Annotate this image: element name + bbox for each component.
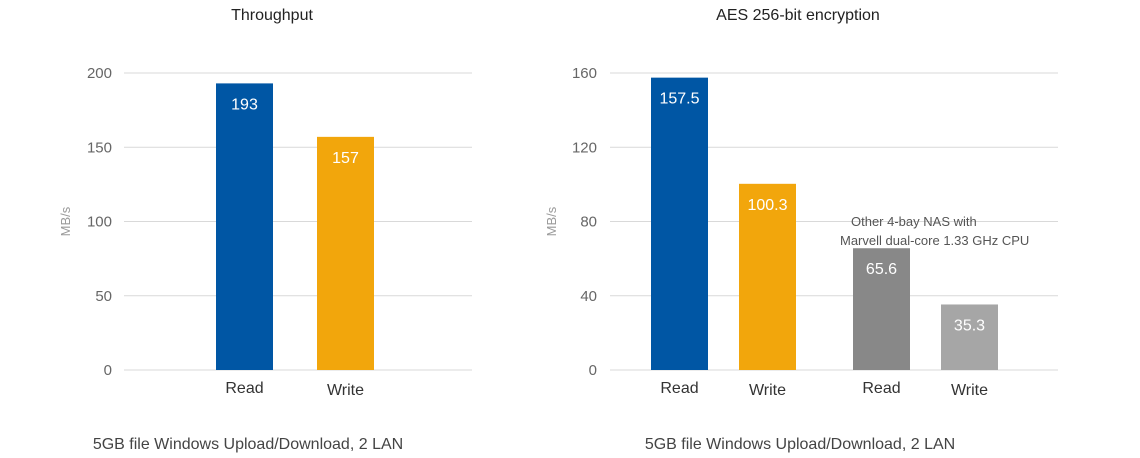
y-tick-label: 100	[87, 214, 112, 231]
bar	[651, 77, 708, 370]
y-tick-label: 0	[589, 362, 597, 379]
x-tick-label: Write	[327, 382, 364, 399]
x-tick-label: Read	[862, 380, 900, 397]
y-tick-label: 150	[87, 139, 112, 156]
y-tick-label: 50	[95, 288, 112, 305]
bar	[739, 183, 796, 370]
y-tick-label: 40	[580, 288, 597, 305]
annotation-text: Marvell dual-core 1.33 GHz CPU	[840, 233, 1029, 248]
x-tick-label: Write	[951, 382, 988, 399]
data-label: 157	[332, 150, 359, 167]
x-tick-label: Read	[225, 380, 263, 397]
bar	[941, 304, 998, 370]
x-tick-label: Read	[660, 380, 698, 397]
chart-title: AES 256-bit encryption	[716, 7, 880, 24]
annotation-text: Other 4-bay NAS with	[851, 214, 977, 229]
chart-caption: 5GB file Windows Upload/Download, 2 LAN	[645, 436, 955, 453]
y-tick-label: 120	[572, 139, 597, 156]
chart-2: AES 256-bit encryption 0 40 80 120 160 MB/s 157…	[544, 7, 1058, 453]
bar	[317, 136, 374, 370]
chart-1: Throughput 0 50 100 150 200 MB/s 193 Read 157 Writ…	[58, 7, 472, 453]
chart-caption: 5GB file Windows Upload/Download, 2 LAN	[93, 436, 403, 453]
y-tick-label: 160	[572, 65, 597, 82]
y-axis-label: MB/s	[58, 206, 73, 236]
y-tick-label: 200	[87, 65, 112, 82]
bar	[853, 248, 910, 370]
data-label: 100.3	[747, 197, 787, 214]
data-label: 157.5	[659, 91, 699, 108]
data-label: 193	[231, 96, 258, 113]
y-tick-label: 80	[580, 214, 597, 231]
x-tick-label: Write	[749, 382, 786, 399]
y-tick-label: 0	[104, 362, 112, 379]
bar	[216, 83, 273, 371]
data-label: 65.6	[866, 261, 897, 278]
y-axis-label: MB/s	[544, 206, 559, 236]
data-label: 35.3	[954, 317, 985, 334]
chart-title: Throughput	[231, 7, 313, 24]
